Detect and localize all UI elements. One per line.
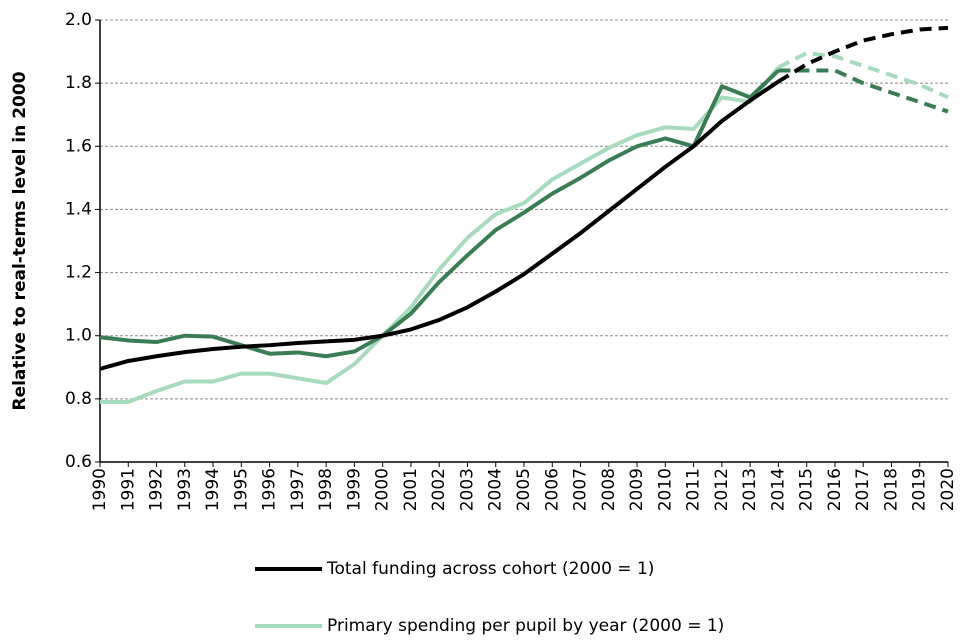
x-tick-label: 1995 [231,468,251,511]
x-tick-label: 1996 [260,468,280,511]
x-tick-label: 2012 [712,468,732,511]
y-tick-label: 1.0 [65,326,92,346]
projection-line [777,25,949,84]
x-tick-label: 1994 [203,468,223,511]
y-tick-label: 2.0 [65,10,92,30]
x-tick-label: 1992 [147,468,167,511]
x-tick-label: 2007 [571,468,591,511]
x-tick-label: 2013 [740,468,760,511]
x-tick-label: 2002 [429,468,449,511]
x-tick-label: 2018 [881,468,901,511]
x-tick-label: 2010 [655,468,675,511]
x-tick-label: 2006 [542,468,562,511]
series-line [99,69,780,359]
x-tick-label: 2009 [627,468,647,511]
x-tick-label: 2003 [457,468,477,511]
legend-label: Primary spending per pupil by year (2000… [327,616,724,636]
y-tick-label: 1.2 [65,263,92,283]
x-tick-label: 2017 [853,468,873,511]
x-tick-label: 2001 [401,468,421,511]
series-line [99,79,780,371]
x-tick-label: 2016 [825,468,845,511]
x-tick-label: 1997 [288,468,308,511]
x-tick-label: 1998 [316,468,336,511]
x-tick-label: 1990 [90,468,110,511]
projection-line [777,51,949,100]
x-tick-label: 1993 [175,468,195,511]
x-tick-label: 2011 [684,468,704,511]
y-tick-label: 1.6 [65,136,92,156]
x-tick-label: 2005 [514,468,534,511]
x-tick-label: 2015 [797,468,817,511]
x-tick-label: 1991 [118,468,138,511]
x-tick-label: 2019 [910,468,930,511]
y-tick-label: 1.4 [65,199,92,219]
y-tick-label: 0.6 [65,452,92,472]
x-tick-label: 2014 [768,468,788,511]
y-tick-label: 1.8 [65,73,92,93]
x-tick-label: 2008 [599,468,619,511]
x-tick-label: 2000 [373,468,393,511]
legend-label: Total funding across cohort (2000 = 1) [326,559,654,579]
x-tick-label: 2004 [486,468,506,511]
series-line [100,66,780,405]
y-axis-label: Relative to real-terms level in 2000 [10,71,30,410]
x-tick-label: 1999 [344,468,364,511]
projection-line [778,68,949,114]
x-tick-label: 2020 [938,468,958,511]
y-tick-label: 0.8 [65,389,92,409]
